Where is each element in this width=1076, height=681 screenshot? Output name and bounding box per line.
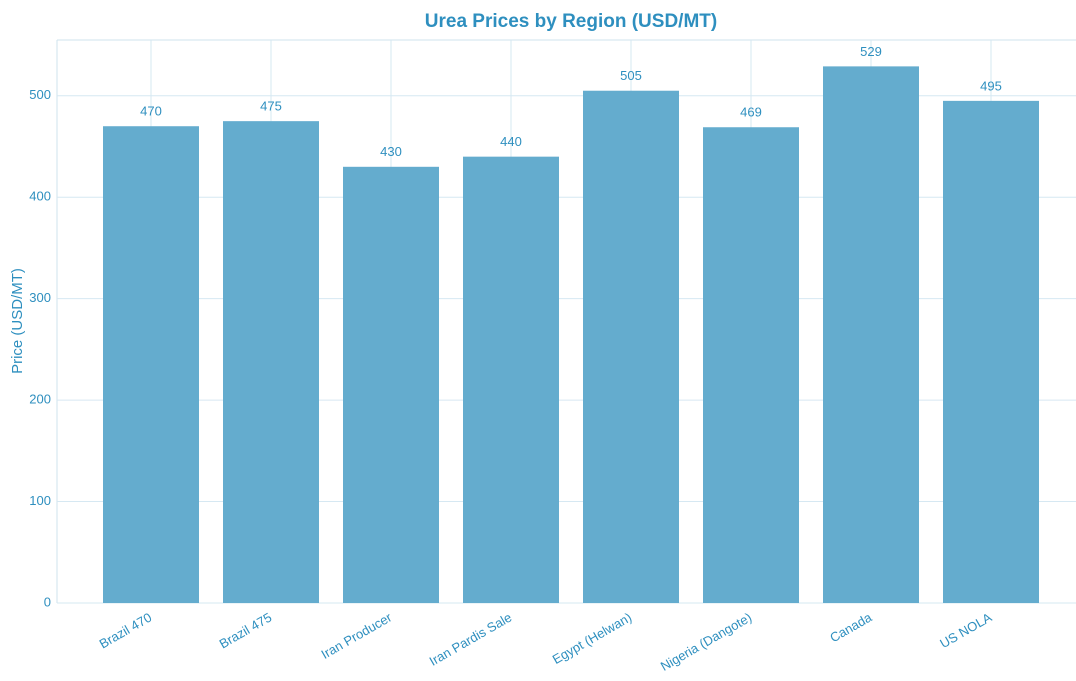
bar: [583, 90, 679, 604]
chart-title: Urea Prices by Region (USD/MT): [425, 11, 717, 32]
value-label: 440: [500, 134, 522, 149]
y-axis-label: Price (USD/MT): [9, 268, 26, 374]
y-tick-label: 0: [44, 594, 51, 609]
bar: [463, 156, 559, 603]
x-tick-label: Canada: [827, 609, 875, 645]
bar: [703, 127, 799, 604]
bar: [343, 166, 439, 603]
bar: [943, 100, 1039, 603]
x-tick-label: Brazil 470: [97, 610, 155, 652]
y-tick-label: 400: [29, 189, 51, 204]
y-tick-label: 200: [29, 392, 51, 407]
value-label: 529: [860, 44, 882, 59]
x-tick-label: Iran Pardis Sale: [427, 610, 515, 669]
value-label: 469: [740, 105, 762, 120]
bar: [223, 121, 319, 604]
y-tick-label: 300: [29, 290, 51, 305]
y-tick-label: 100: [29, 493, 51, 508]
x-tick-label: Iran Producer: [319, 609, 395, 662]
bar: [823, 66, 919, 604]
y-tick-label: 500: [29, 87, 51, 102]
value-label: 495: [980, 78, 1002, 93]
x-tick-label: Egypt (Helwan): [550, 610, 634, 667]
x-tick-label: US NOLA: [937, 609, 994, 651]
value-label: 430: [380, 144, 402, 159]
value-label: 505: [620, 68, 642, 83]
x-tick-label: Nigeria (Dangote): [658, 610, 754, 674]
value-label: 470: [140, 104, 162, 119]
value-label: 475: [260, 99, 282, 114]
x-tick-label: Brazil 475: [217, 610, 275, 652]
bar: [103, 126, 199, 604]
